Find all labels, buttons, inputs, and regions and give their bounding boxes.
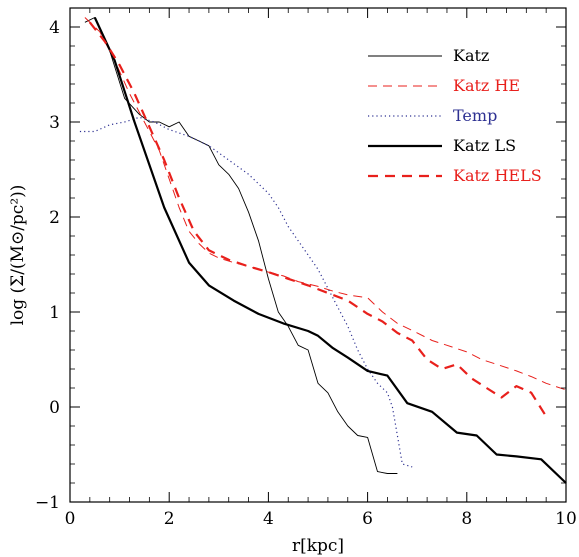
x-tick-label: 4: [263, 509, 274, 529]
x-tick-label: 2: [164, 509, 175, 529]
series-line-katz-ls: [93, 17, 567, 484]
series-line-temp: [79, 116, 413, 468]
legend-label-katz: Katz: [453, 46, 489, 65]
x-tick-label: 6: [362, 509, 373, 529]
y-tick-label: 2: [49, 208, 60, 228]
x-axis-label: r[kpc]: [292, 536, 344, 556]
y-tick-label: −1: [35, 493, 60, 513]
legend: Katz Katz HE Temp Katz LS Katz HELS: [368, 46, 542, 185]
y-axis-label: log (Σ/(M⊙/pc²)): [8, 185, 28, 326]
y-tick-label: 1: [49, 303, 60, 323]
series-line-katz: [84, 17, 398, 474]
y-tick-label: 3: [49, 113, 60, 133]
legend-label-katz-he: Katz HE: [453, 76, 520, 95]
series-line-katz-he: [84, 17, 567, 391]
y-tick-label: 4: [49, 18, 60, 38]
x-tick-label: 0: [65, 509, 76, 529]
series-layer: [79, 17, 567, 484]
series-line-katz-hels: [88, 21, 548, 418]
y-tick-label: 0: [49, 398, 60, 418]
x-tick-label: 10: [555, 509, 577, 529]
legend-label-temp: Temp: [453, 106, 497, 125]
legend-label-katz-ls: Katz LS: [453, 136, 516, 155]
x-tick-label: 8: [461, 509, 472, 529]
legend-label-katz-hels: Katz HELS: [453, 166, 542, 185]
